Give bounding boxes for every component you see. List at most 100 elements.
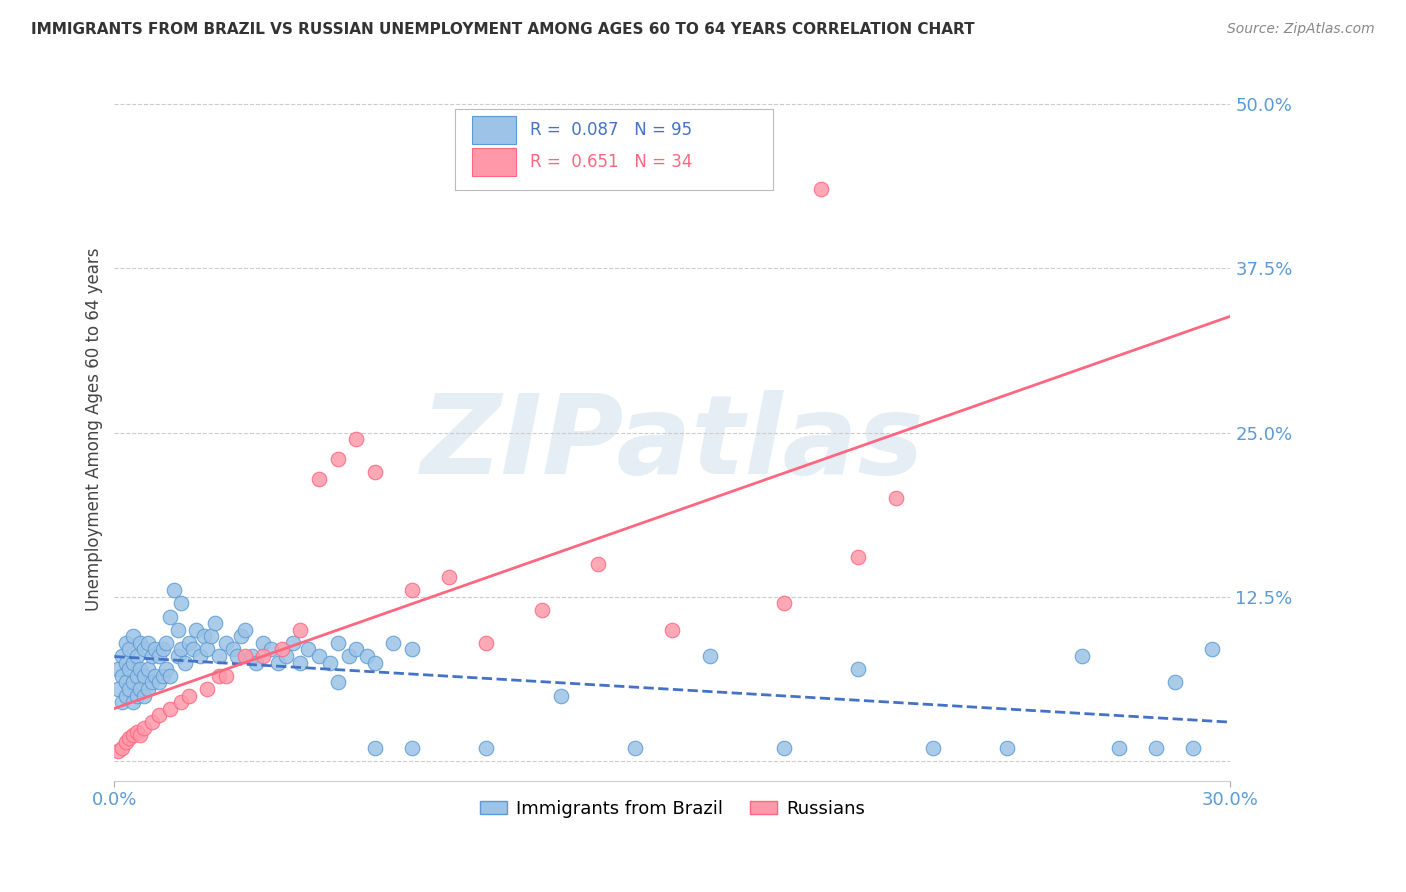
Point <box>344 432 367 446</box>
Point <box>290 623 312 637</box>
Point <box>148 648 170 663</box>
Point <box>531 603 554 617</box>
Point <box>207 648 229 663</box>
Point <box>134 642 156 657</box>
Point <box>141 648 163 663</box>
Point <box>163 583 186 598</box>
Point <box>290 656 312 670</box>
Point <box>207 669 229 683</box>
Point <box>226 648 249 663</box>
Point <box>364 656 387 670</box>
Point <box>364 741 387 756</box>
Point <box>245 656 267 670</box>
Point <box>129 636 152 650</box>
Text: Source: ZipAtlas.com: Source: ZipAtlas.com <box>1227 22 1375 37</box>
Point <box>661 623 683 637</box>
Bar <box>471 116 516 145</box>
Point <box>319 656 342 670</box>
Point <box>326 636 349 650</box>
Point <box>252 636 274 650</box>
Point <box>177 636 200 650</box>
Point <box>122 675 145 690</box>
Point <box>152 642 174 657</box>
Point <box>141 714 163 729</box>
Point <box>118 731 141 745</box>
Point <box>297 642 319 657</box>
Point <box>200 629 222 643</box>
Point <box>114 689 136 703</box>
Point <box>125 689 148 703</box>
Point <box>308 648 330 663</box>
Point <box>326 451 349 466</box>
Point <box>174 656 197 670</box>
Point <box>111 669 134 683</box>
Point <box>240 648 263 663</box>
Point <box>197 681 219 696</box>
Point <box>401 583 423 598</box>
Point <box>114 656 136 670</box>
Point <box>267 656 290 670</box>
Point <box>1201 642 1223 657</box>
Point <box>170 695 193 709</box>
Point <box>884 491 907 506</box>
Point <box>166 623 188 637</box>
Point <box>177 689 200 703</box>
Point <box>229 629 252 643</box>
Point <box>773 741 796 756</box>
Text: R =  0.087   N = 95: R = 0.087 N = 95 <box>530 121 692 139</box>
Point <box>337 648 360 663</box>
Point <box>274 648 297 663</box>
Point <box>475 636 498 650</box>
Point <box>773 597 796 611</box>
Point <box>215 669 238 683</box>
Point <box>170 597 193 611</box>
Text: ZIPatlas: ZIPatlas <box>420 390 924 497</box>
Point <box>356 648 378 663</box>
Point <box>129 728 152 742</box>
Text: R =  0.651   N = 34: R = 0.651 N = 34 <box>530 153 692 171</box>
Point <box>152 669 174 683</box>
Point <box>129 662 152 676</box>
Point <box>181 642 204 657</box>
Point <box>382 636 405 650</box>
Point <box>118 662 141 676</box>
Point <box>114 636 136 650</box>
Point <box>125 669 148 683</box>
Point <box>114 734 136 748</box>
Point <box>186 623 208 637</box>
Point <box>122 656 145 670</box>
Point <box>122 695 145 709</box>
Legend: Immigrants from Brazil, Russians: Immigrants from Brazil, Russians <box>472 792 872 825</box>
Point <box>188 648 211 663</box>
Point <box>848 662 870 676</box>
Point <box>107 681 129 696</box>
Point <box>148 675 170 690</box>
Point <box>437 570 460 584</box>
Y-axis label: Unemployment Among Ages 60 to 64 years: Unemployment Among Ages 60 to 64 years <box>86 247 103 611</box>
Point <box>134 722 156 736</box>
Point <box>344 642 367 657</box>
Point <box>1144 741 1167 756</box>
Point <box>125 648 148 663</box>
Point <box>159 669 181 683</box>
Point <box>134 689 156 703</box>
Point <box>252 648 274 663</box>
Point <box>586 557 609 571</box>
Point <box>215 636 238 650</box>
Point <box>995 741 1018 756</box>
Point <box>155 636 177 650</box>
Point <box>233 623 256 637</box>
Text: IMMIGRANTS FROM BRAZIL VS RUSSIAN UNEMPLOYMENT AMONG AGES 60 TO 64 YEARS CORRELA: IMMIGRANTS FROM BRAZIL VS RUSSIAN UNEMPL… <box>31 22 974 37</box>
Point <box>125 725 148 739</box>
Point <box>624 741 647 756</box>
Point <box>810 182 832 196</box>
Point <box>1070 648 1092 663</box>
Point <box>222 642 245 657</box>
Point <box>134 669 156 683</box>
Point <box>129 681 152 696</box>
Point <box>281 636 304 650</box>
FancyBboxPatch shape <box>454 109 773 190</box>
Point <box>166 648 188 663</box>
Point <box>401 642 423 657</box>
Point <box>159 701 181 715</box>
